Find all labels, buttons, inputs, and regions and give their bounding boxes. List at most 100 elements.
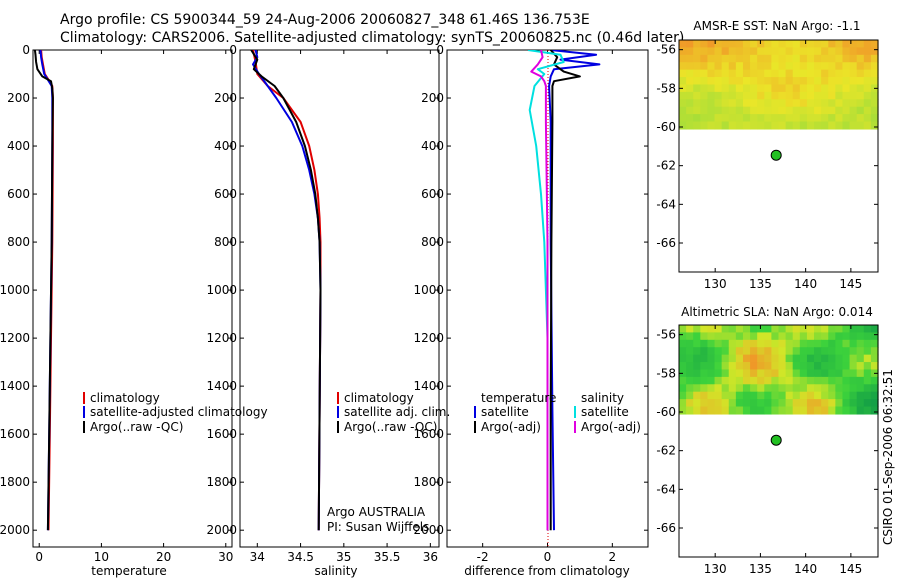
heatmap-cell [728, 54, 737, 63]
heatmap-cell [707, 391, 716, 400]
heatmap-cell [757, 77, 765, 86]
heatmap-cell [799, 69, 808, 78]
heatmap-cell [742, 84, 751, 93]
heatmap-cell [849, 384, 858, 393]
y-tick-label: 0 [436, 43, 444, 57]
heatmap-cell [693, 376, 701, 385]
heatmap-cell [764, 362, 772, 371]
temperature-y-axis: 0 200 400 600 800 1000 1200 1400 1600 1800 2000 [0, 43, 232, 537]
heatmap-cell [757, 369, 765, 378]
heatmap-cell [700, 121, 709, 130]
heatmap-cell [856, 69, 865, 78]
heatmap-cell [721, 99, 730, 108]
heatmap-cell [828, 339, 836, 348]
sst-map-title: AMSR-E SST: NaN Argo: -1.1 [693, 19, 860, 33]
lon-tick-label: 140 [794, 277, 817, 291]
heatmap-cell [778, 354, 787, 363]
heatmap-cell [856, 62, 865, 71]
heatmap-cell [849, 84, 858, 93]
heatmap-cell [849, 406, 858, 415]
heatmap-cell [856, 391, 865, 400]
legend-label-satellite-adj: satellite adj. clim. [344, 405, 450, 419]
heatmap-cell [806, 54, 815, 63]
heatmap-cell [757, 47, 765, 56]
legend-label-satellite-adjusted: satellite-adjusted climatology [90, 405, 268, 419]
heatmap-cell [757, 84, 765, 93]
heatmap-cell [799, 369, 808, 378]
heatmap-cell [728, 325, 737, 334]
heatmap-cell [856, 339, 865, 348]
heatmap-cell [728, 354, 737, 363]
heatmap-cell [714, 354, 723, 363]
heatmap-cell [707, 339, 716, 348]
heatmap-cell [835, 369, 844, 378]
salinity-x-axis: 34 34.5 35 35.5 36 [250, 50, 438, 564]
heatmap-cell [828, 47, 836, 56]
heatmap-cell [750, 406, 758, 415]
heatmap-cell [821, 332, 829, 341]
float-annotation: Argo AUSTRALIA PI: Susan Wijffels [327, 505, 429, 534]
x-tick-label: 0 [544, 550, 552, 564]
heatmap-cell [849, 332, 858, 341]
heatmap-cell [835, 47, 844, 56]
heatmap-cell [700, 47, 709, 56]
lon-tick-label: 145 [839, 277, 862, 291]
heatmap-cell [693, 114, 701, 123]
heatmap-cell [728, 62, 737, 71]
heatmap-cell [778, 77, 787, 86]
heatmap-cell [806, 84, 815, 93]
lon-tick-label: 140 [794, 562, 817, 576]
heatmap-cell [806, 391, 815, 400]
heatmap-cell [792, 362, 801, 371]
heatmap-cell [856, 114, 865, 123]
heatmap-cell [785, 69, 794, 78]
heatmap-cell [750, 40, 758, 49]
heatmap-cell [849, 54, 858, 63]
heatmap-cell [849, 369, 858, 378]
heatmap-cell [778, 347, 787, 356]
heatmap-cell [870, 106, 879, 115]
heatmap-cell [714, 84, 723, 93]
heatmap-cell [821, 77, 829, 86]
heatmap-cell [806, 325, 815, 334]
sst-map-frame [678, 39, 879, 273]
heatmap-cell [863, 99, 872, 108]
heatmap-cell [735, 54, 744, 63]
heatmap-cell [778, 40, 787, 49]
heatmap-cell [679, 54, 687, 63]
heatmap-cell [757, 121, 765, 130]
heatmap-cell [771, 40, 780, 49]
heatmap-cell [771, 84, 780, 93]
heatmap-cell [806, 406, 815, 415]
heatmap-cell [849, 62, 858, 71]
heatmap-cell [835, 399, 844, 408]
legend-label-sal-argo: Argo(-adj) [581, 420, 641, 434]
heatmap-cell [771, 77, 780, 86]
heatmap-cell [735, 114, 744, 123]
heatmap-cell [686, 47, 694, 56]
heatmap-cell [707, 84, 716, 93]
heatmap-cell [764, 77, 772, 86]
heatmap-cell [693, 62, 701, 71]
heatmap-cell [721, 362, 730, 371]
heatmap-cell [806, 106, 815, 115]
heatmap-cell [821, 54, 829, 63]
heatmap-cell [863, 391, 872, 400]
heatmap-cell [757, 332, 765, 341]
heatmap-cell [707, 47, 716, 56]
sla-map-frame [678, 324, 879, 558]
x-tick-label: -2 [477, 550, 489, 564]
figure-title-line1: Argo profile: CS 5900344_59 24-Aug-2006 … [60, 12, 590, 28]
heatmap-cell [842, 391, 851, 400]
heatmap-cell [863, 362, 872, 371]
heatmap-cell [750, 399, 758, 408]
heatmap-cell [870, 391, 879, 400]
heatmap-cell [785, 399, 794, 408]
heatmap-cell [835, 325, 844, 334]
heatmap-cell [814, 332, 822, 341]
heatmap-cell [750, 114, 758, 123]
heatmap-cell [693, 399, 701, 408]
heatmap-cell [721, 376, 730, 385]
heatmap-cell [707, 91, 716, 100]
heatmap-cell [814, 69, 822, 78]
